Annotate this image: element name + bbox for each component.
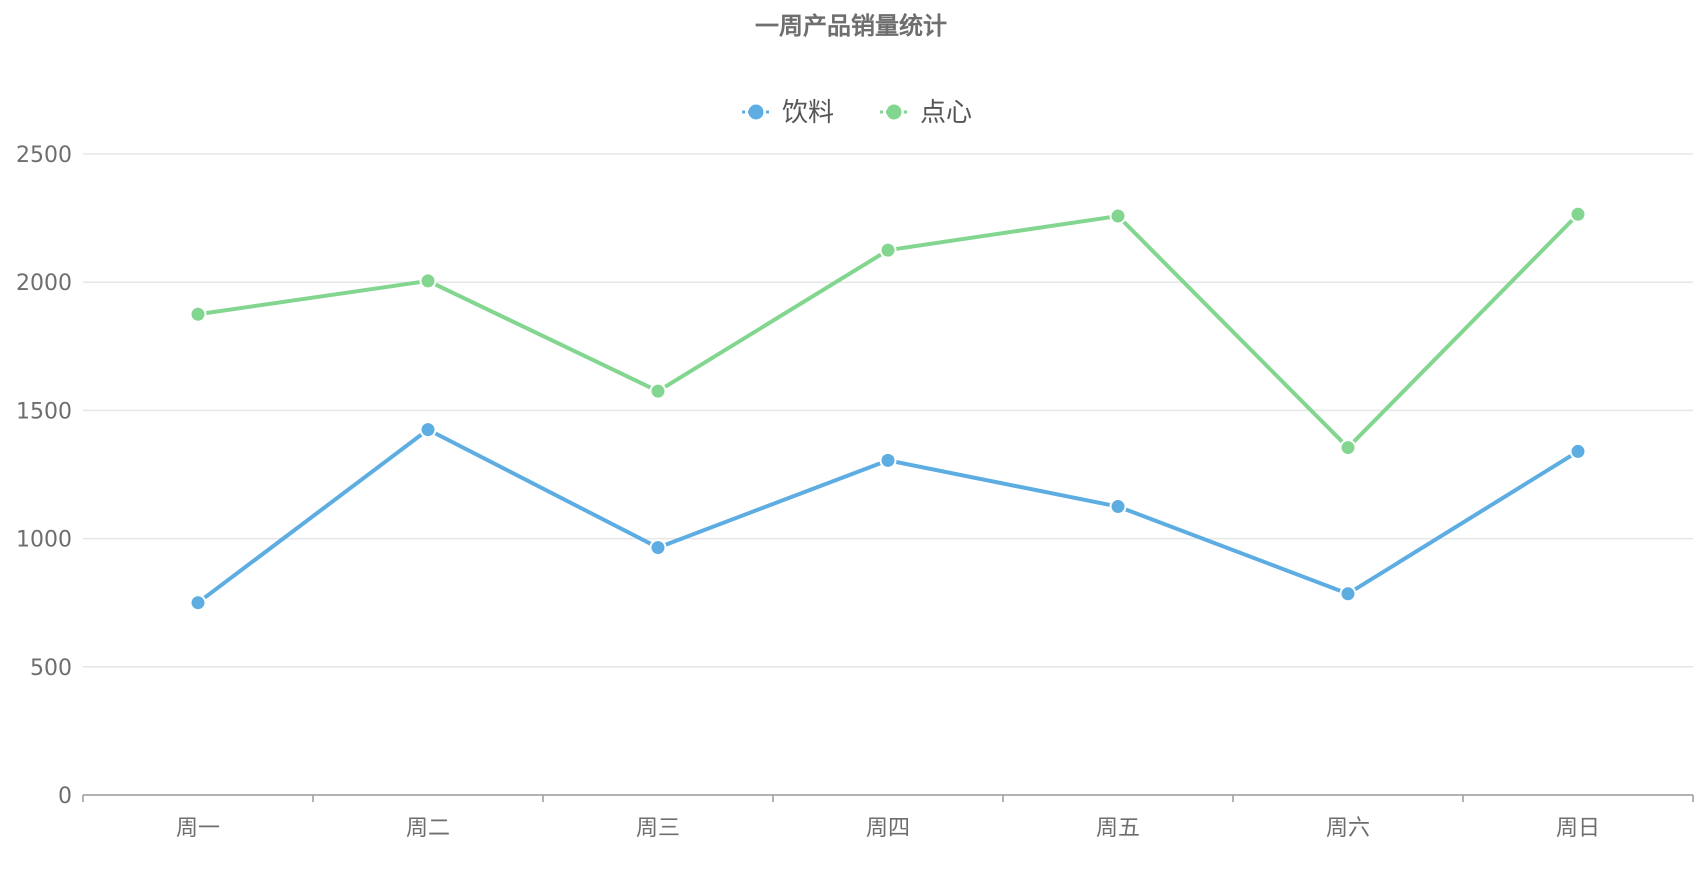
data-point[interactable]	[419, 272, 437, 290]
y-tick-label: 2500	[16, 143, 72, 168]
x-tick-label: 周日	[1556, 816, 1600, 841]
legend-marker	[886, 104, 902, 120]
series-layer	[189, 205, 1587, 612]
y-axis: 0 500 1000 1500 2000 2500	[16, 143, 72, 809]
chart-title: 一周产品销量统计	[755, 12, 947, 40]
data-point[interactable]	[879, 241, 897, 259]
data-point[interactable]	[1109, 207, 1127, 225]
x-tick-label: 周二	[406, 816, 450, 841]
series-2	[189, 205, 1587, 457]
x-tick-label: 周四	[866, 816, 910, 841]
data-point[interactable]	[649, 539, 667, 557]
x-tick-label: 周六	[1326, 816, 1370, 841]
data-point[interactable]	[189, 305, 207, 323]
data-point[interactable]	[1339, 439, 1357, 457]
y-tick-label: 1000	[16, 528, 72, 553]
data-point[interactable]	[1569, 205, 1587, 223]
y-tick-label: 2000	[16, 271, 72, 296]
legend-item[interactable]: 饮料	[742, 98, 834, 128]
legend-label: 点心	[920, 98, 972, 128]
data-point[interactable]	[1109, 498, 1127, 516]
series-1	[189, 421, 1587, 612]
y-tick-label: 1500	[16, 399, 72, 424]
data-point[interactable]	[879, 451, 897, 469]
gridlines	[83, 153, 1693, 668]
data-point[interactable]	[419, 421, 437, 439]
legend-item[interactable]: 点心	[880, 98, 972, 128]
data-point[interactable]	[649, 382, 667, 400]
legend-label: 饮料	[782, 98, 834, 128]
legend: 饮料 点心	[742, 98, 972, 128]
data-point[interactable]	[1339, 585, 1357, 603]
x-tick-label: 周三	[636, 816, 680, 841]
x-axis: 周一 周二 周三 周四 周五 周六 周日	[82, 794, 1694, 841]
y-tick-label: 500	[30, 656, 72, 681]
y-tick-label: 0	[58, 784, 72, 809]
x-tick-label: 周五	[1096, 816, 1140, 841]
data-point[interactable]	[1569, 442, 1587, 460]
data-point[interactable]	[189, 594, 207, 612]
legend-marker	[748, 104, 764, 120]
x-tick-label: 周一	[176, 816, 220, 841]
